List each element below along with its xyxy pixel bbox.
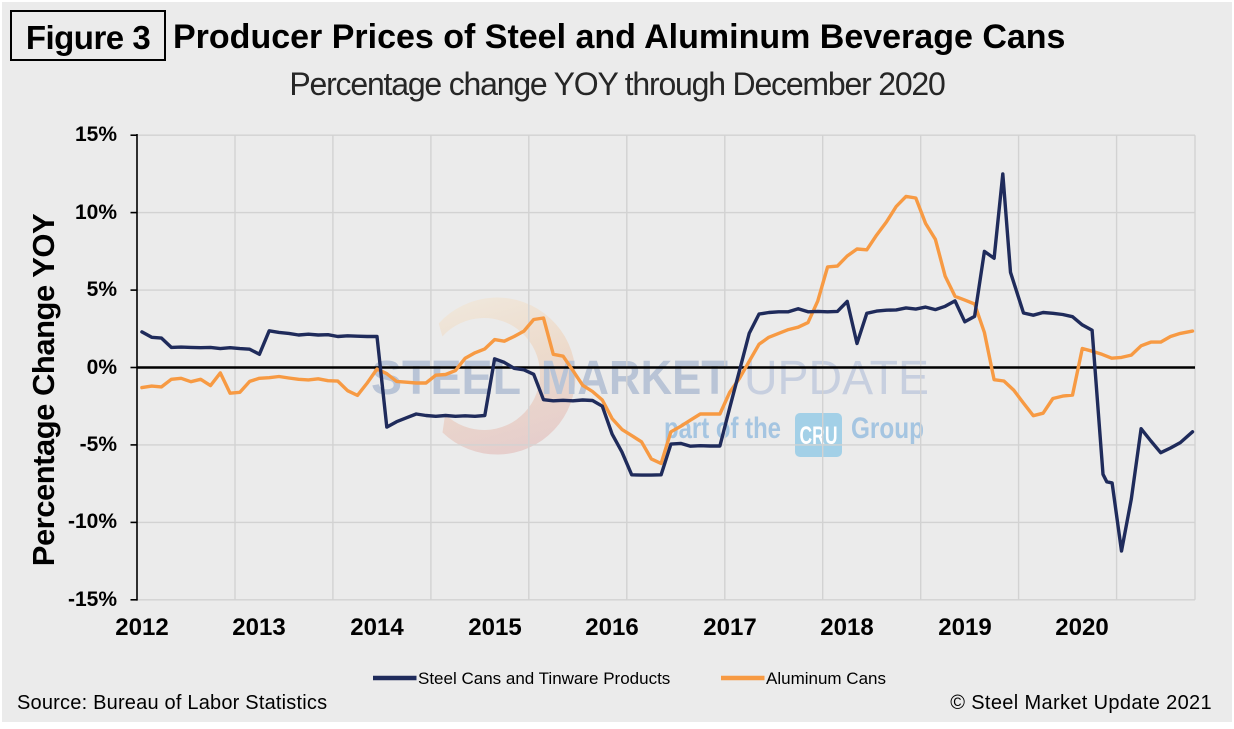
svg-text:CRU: CRU [800,422,838,450]
svg-text:MARKET: MARKET [541,352,728,405]
svg-text:UPDATE: UPDATE [744,352,929,405]
svg-text:Group: Group [851,412,924,445]
